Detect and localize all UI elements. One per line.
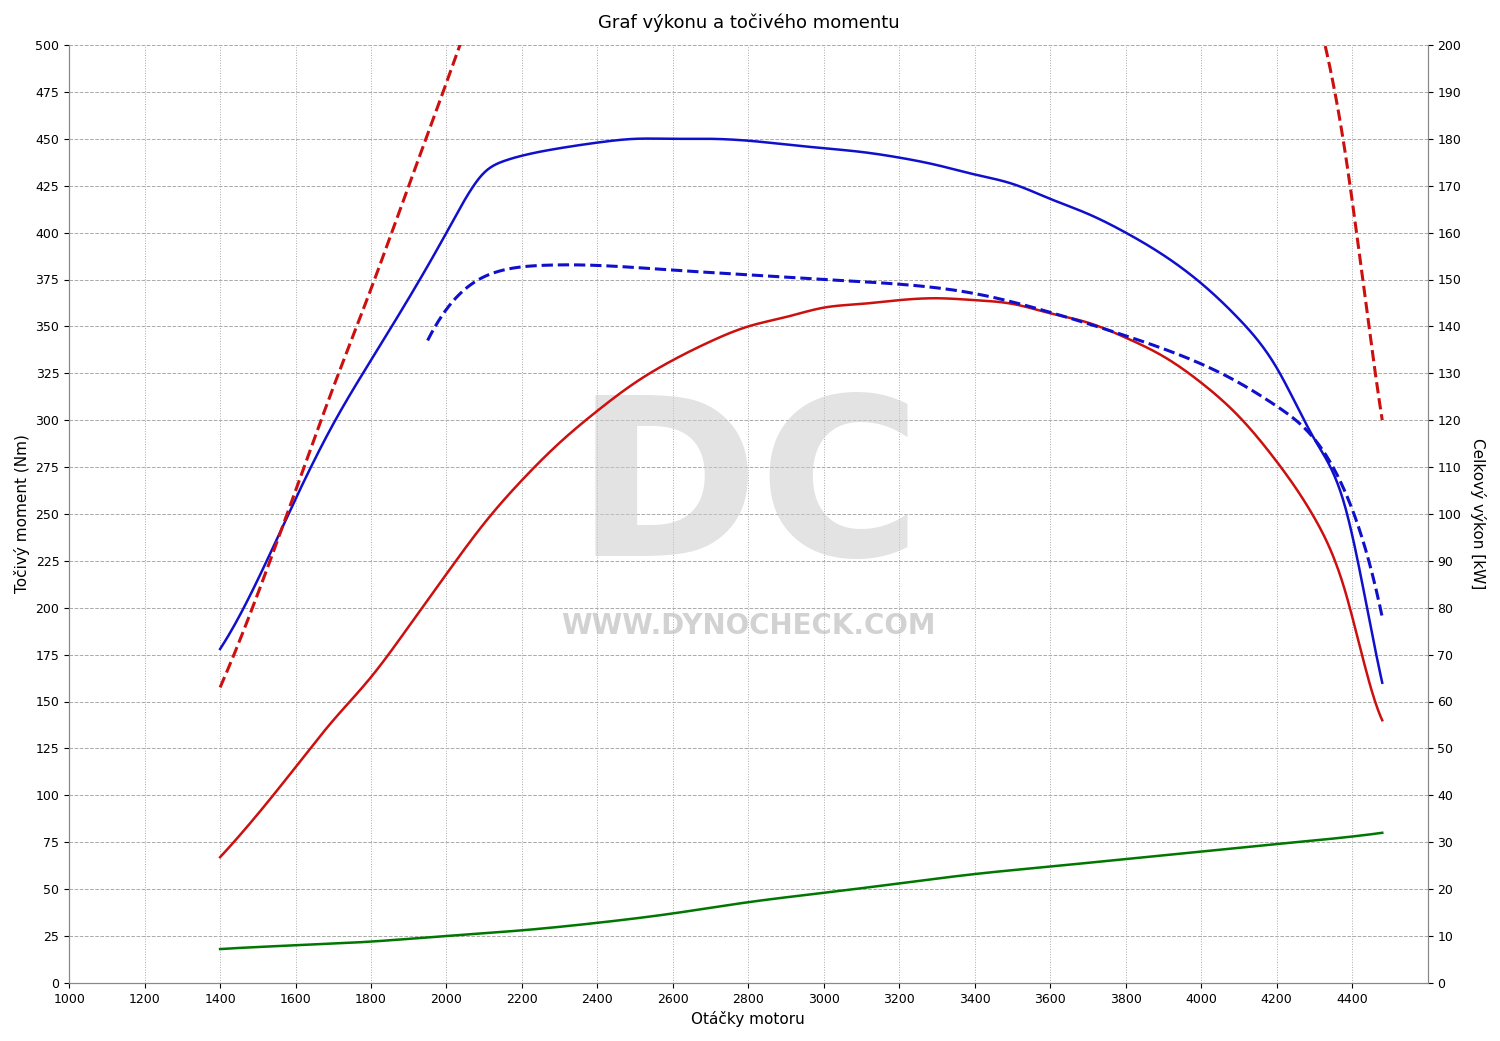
Text: WWW.DYNOCHECK.COM: WWW.DYNOCHECK.COM <box>561 612 936 640</box>
Title: Graf výkonu a točivého momentu: Graf výkonu a točivého momentu <box>597 14 898 32</box>
Text: DC: DC <box>574 388 922 602</box>
Y-axis label: Celkový výkon [kW]: Celkový výkon [kW] <box>1470 438 1486 589</box>
X-axis label: Otáčky motoru: Otáčky motoru <box>692 1011 806 1027</box>
Y-axis label: Točivý moment (Nm): Točivý moment (Nm) <box>13 434 30 593</box>
